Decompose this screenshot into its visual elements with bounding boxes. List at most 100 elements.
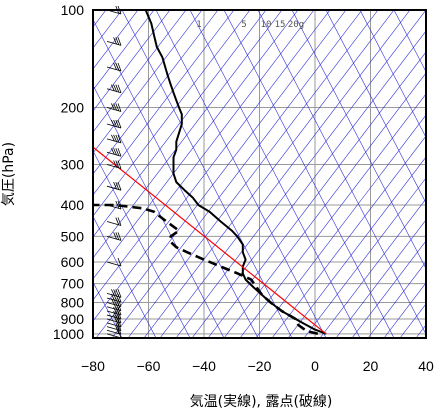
wind-barb-feather — [117, 257, 122, 267]
adiabat-guide-line — [428, 10, 435, 338]
parcel-line — [93, 146, 327, 335]
adiabat-guide-line — [93, 215, 157, 338]
skew-guide-line — [93, 10, 331, 322]
wind-barb-feather — [113, 62, 117, 70]
x-tick-label: −80 — [81, 358, 105, 374]
wind-barb-feather — [115, 103, 120, 112]
x-tick-label: 40 — [418, 358, 434, 374]
skew-guide-line — [175, 10, 426, 338]
wind-barb-feather — [111, 119, 115, 127]
skew-guide-line — [93, 10, 155, 91]
mixing-ratio-labels: 1 5 10 15 20g — [196, 20, 304, 30]
adiabat-guide-line — [93, 84, 225, 338]
wind-barb-feather — [115, 160, 120, 169]
skew-guide-line — [335, 219, 426, 338]
adiabat-guide-line — [291, 10, 426, 270]
y-tick-label: 400 — [61, 197, 85, 213]
wind-barb-feather — [113, 119, 117, 128]
wind-barb-feather — [113, 160, 117, 168]
wind-barb-feather — [111, 134, 115, 142]
wind-barb-feather — [113, 232, 117, 240]
y-tick-label: 100 — [61, 2, 85, 18]
skew-guide-line — [93, 10, 283, 259]
adiabat-guide-line — [325, 10, 426, 204]
wind-barb-feather — [117, 119, 122, 129]
wind-barb-feather — [115, 232, 120, 240]
wind-barb-feather — [115, 62, 120, 71]
skew-guide-line — [93, 10, 267, 238]
skew-guide-line — [239, 93, 426, 338]
adiabat-guide-line — [189, 10, 361, 338]
y-tick-label: 800 — [61, 294, 85, 310]
wind-barb-feather — [113, 310, 117, 319]
x-tick-label: −40 — [192, 358, 216, 374]
wind-barb-feather — [117, 310, 122, 320]
y-tick-label: 700 — [61, 276, 85, 292]
wind-barb-feather — [115, 289, 120, 297]
wind-barb-feather — [115, 200, 120, 209]
skew-guide-line — [93, 10, 219, 175]
y-tick-label: 300 — [61, 157, 85, 173]
wind-barb-feather — [113, 134, 117, 142]
skew-guide-line — [143, 10, 395, 338]
y-tick-label: 1000 — [53, 326, 84, 342]
skew-guide-line — [351, 240, 426, 338]
wind-barb-feather — [113, 306, 117, 314]
wind-barb-feather — [113, 84, 117, 92]
y-tick-label: 600 — [61, 254, 85, 270]
adiabat-guide-line — [359, 10, 426, 138]
wind-barb-feather — [113, 314, 117, 322]
skew-guide-line — [127, 10, 379, 338]
wind-barb-feather — [113, 148, 117, 156]
skew-guide-line — [93, 10, 187, 133]
wind-barb-feather — [117, 200, 122, 210]
mixing-ratio-label: 10 — [261, 20, 272, 30]
wind-barbs — [106, 5, 122, 339]
y-axis-title: 気圧(hPa) — [1, 142, 17, 206]
wind-barb-feather — [117, 182, 122, 191]
wind-barb-feather — [111, 148, 115, 155]
wind-barb-feather — [117, 37, 122, 46]
skew-guide-line — [93, 10, 203, 154]
temperature-line — [144, 10, 327, 335]
skew-guide-line — [93, 10, 315, 301]
skew-guide-line — [303, 177, 426, 338]
wind-barb-feather — [115, 148, 120, 156]
skew-guide-line — [191, 30, 426, 338]
profile-series — [93, 10, 327, 336]
wind-barb-feather — [117, 289, 122, 298]
wind-barb-feather — [115, 134, 120, 143]
wind-barb-feather — [115, 37, 120, 45]
skew-guide-line — [93, 10, 235, 196]
adiabat-guide-line — [393, 10, 426, 73]
wind-barb-feather — [113, 182, 117, 190]
skew-guide-line — [93, 10, 171, 112]
wind-barb-feather — [117, 134, 122, 144]
wind-barb-feather — [113, 103, 117, 111]
wind-barb-feather — [117, 232, 122, 241]
skew-guide-line — [223, 72, 426, 338]
wind-barb-feather — [115, 182, 120, 190]
skew-guide-line — [93, 10, 251, 217]
wind-barb-feather — [113, 37, 117, 45]
x-tick-label: 20 — [363, 358, 379, 374]
plot-frame — [92, 9, 427, 339]
mixing-ratio-label: 1 — [196, 20, 201, 30]
adiabat-guide-line — [257, 10, 426, 335]
adiabat-guide-line — [155, 10, 327, 338]
wind-barb-shaft — [106, 261, 122, 267]
wind-barb-feather — [111, 289, 115, 296]
skew-guide-line — [93, 10, 139, 70]
mixing-ratio-label: 20g — [288, 20, 304, 30]
x-axis-title: 気温(実線), 露点(破線) — [190, 394, 333, 410]
skew-guide-line — [287, 156, 426, 338]
x-tick-labels: −80 −60 −40 −20 0 20 40 — [81, 358, 434, 374]
wind-barb-feather — [115, 318, 120, 327]
adiabat-guide-line — [223, 10, 395, 338]
x-tick-label: −20 — [248, 358, 272, 374]
skew-guide-line — [159, 10, 411, 338]
adiabat-guide-lines — [93, 10, 435, 338]
wind-barb-feather — [117, 84, 122, 93]
